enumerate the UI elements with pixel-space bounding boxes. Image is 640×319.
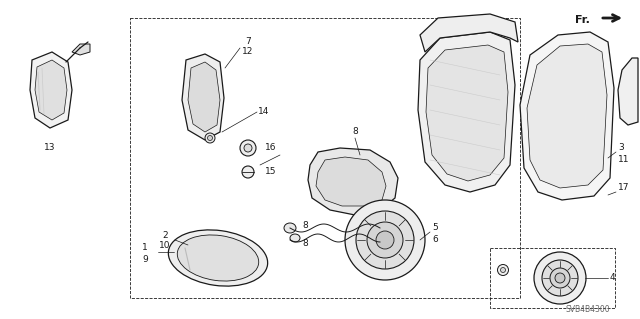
Ellipse shape bbox=[242, 166, 254, 178]
Ellipse shape bbox=[497, 264, 509, 276]
Text: 8: 8 bbox=[302, 240, 308, 249]
Ellipse shape bbox=[367, 222, 403, 258]
Ellipse shape bbox=[284, 223, 296, 233]
Ellipse shape bbox=[290, 234, 300, 242]
Text: 15: 15 bbox=[265, 167, 276, 176]
Polygon shape bbox=[72, 44, 90, 55]
Ellipse shape bbox=[207, 136, 212, 140]
Polygon shape bbox=[418, 32, 515, 192]
Polygon shape bbox=[35, 60, 67, 120]
Text: 17: 17 bbox=[618, 183, 630, 192]
Text: 11: 11 bbox=[618, 155, 630, 165]
Ellipse shape bbox=[244, 144, 252, 152]
Text: Fr.: Fr. bbox=[575, 15, 590, 25]
Polygon shape bbox=[308, 148, 398, 215]
Polygon shape bbox=[426, 45, 508, 181]
Polygon shape bbox=[420, 14, 518, 52]
Ellipse shape bbox=[542, 260, 578, 296]
Text: 3: 3 bbox=[618, 144, 624, 152]
Bar bbox=[130, 18, 520, 298]
Bar bbox=[490, 248, 615, 308]
Polygon shape bbox=[316, 157, 386, 206]
Text: SVB4B4300: SVB4B4300 bbox=[565, 306, 610, 315]
Polygon shape bbox=[527, 44, 607, 188]
Text: 4: 4 bbox=[610, 273, 616, 283]
Ellipse shape bbox=[168, 230, 268, 286]
Text: 8: 8 bbox=[352, 128, 358, 137]
Text: 13: 13 bbox=[44, 144, 56, 152]
Text: 5: 5 bbox=[432, 224, 438, 233]
Polygon shape bbox=[30, 52, 72, 128]
Text: 14: 14 bbox=[258, 108, 269, 116]
Text: 2: 2 bbox=[162, 231, 168, 240]
Polygon shape bbox=[520, 32, 614, 200]
Text: 12: 12 bbox=[243, 48, 253, 56]
Text: 9: 9 bbox=[142, 256, 148, 264]
Text: 8: 8 bbox=[302, 220, 308, 229]
Text: 16: 16 bbox=[265, 144, 276, 152]
Polygon shape bbox=[188, 62, 220, 132]
Text: 10: 10 bbox=[159, 241, 171, 250]
Text: 1: 1 bbox=[142, 243, 148, 253]
Ellipse shape bbox=[177, 235, 259, 281]
Ellipse shape bbox=[376, 231, 394, 249]
Polygon shape bbox=[618, 58, 638, 125]
Polygon shape bbox=[182, 54, 224, 140]
Ellipse shape bbox=[534, 252, 586, 304]
Ellipse shape bbox=[345, 200, 425, 280]
Ellipse shape bbox=[205, 133, 215, 143]
Ellipse shape bbox=[550, 268, 570, 288]
Ellipse shape bbox=[500, 268, 506, 272]
Ellipse shape bbox=[555, 273, 565, 283]
Text: 6: 6 bbox=[432, 235, 438, 244]
Ellipse shape bbox=[240, 140, 256, 156]
Text: 7: 7 bbox=[245, 38, 251, 47]
Ellipse shape bbox=[356, 211, 414, 269]
